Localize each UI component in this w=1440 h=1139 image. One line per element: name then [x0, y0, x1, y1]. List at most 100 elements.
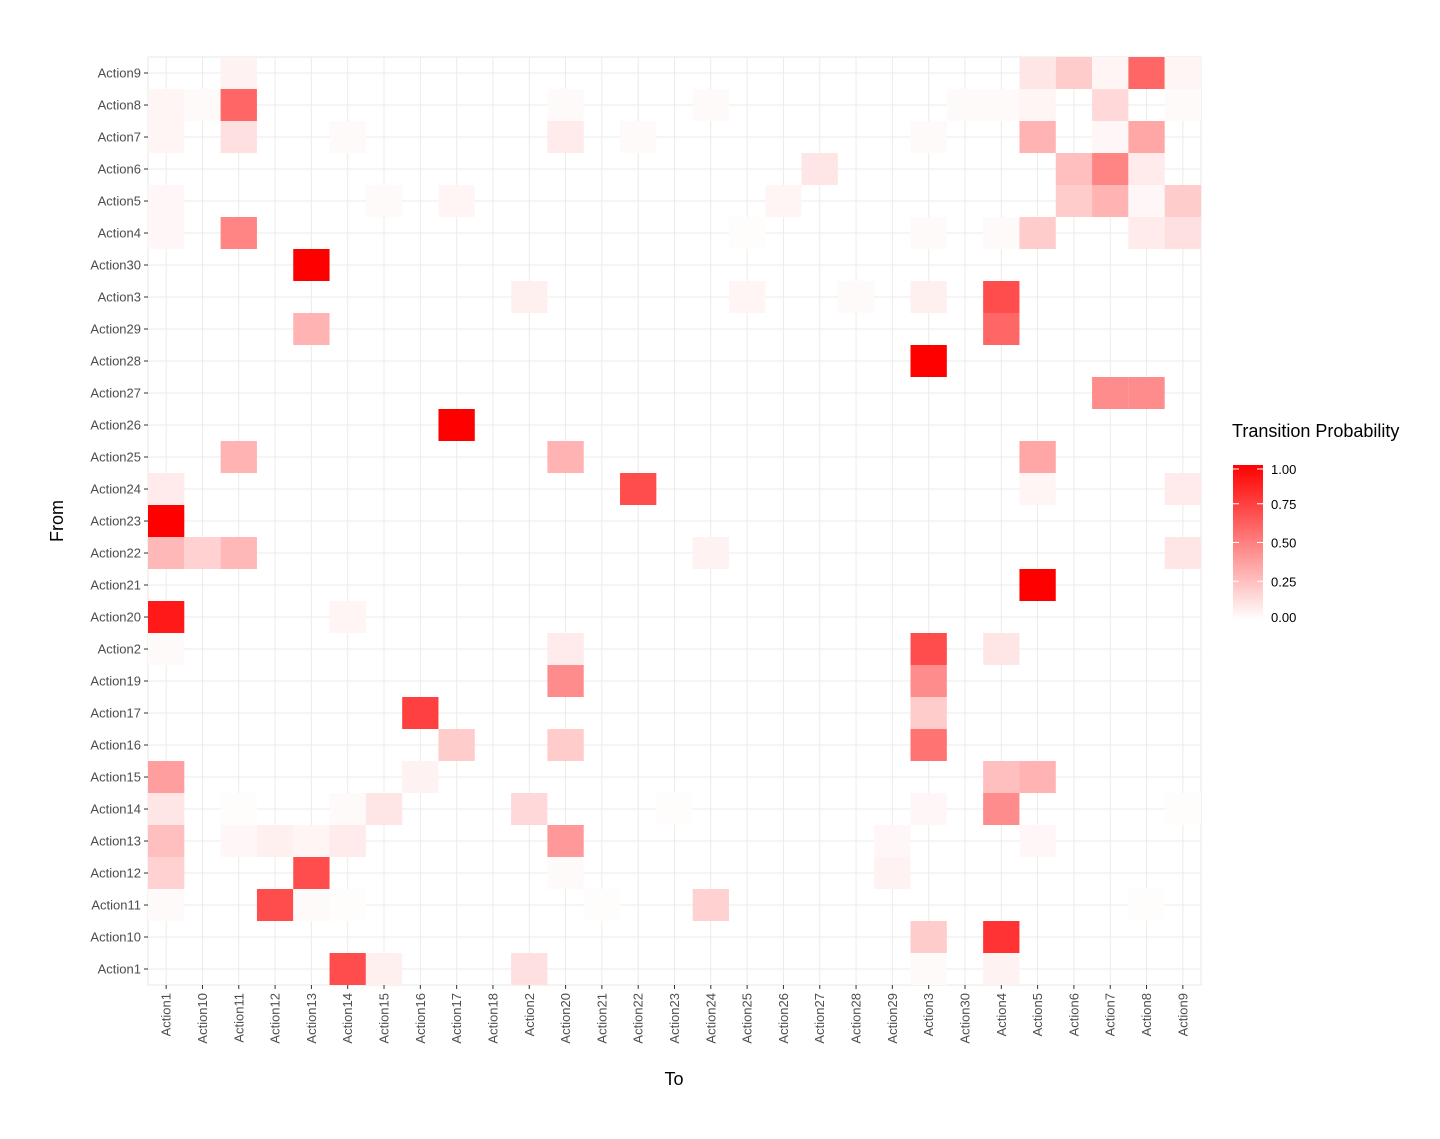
- heatmap-cell: [293, 857, 330, 889]
- heatmap-cell: [438, 409, 475, 441]
- heatmap-cell: [692, 889, 729, 921]
- heatmap-cell: [148, 793, 185, 825]
- y-tick-label: Action17: [90, 706, 141, 721]
- x-tick-label: Action24: [703, 993, 718, 1044]
- heatmap-cell: [692, 89, 729, 121]
- heatmap-cell: [1128, 377, 1165, 409]
- x-tick-label: Action17: [449, 993, 464, 1044]
- heatmap-cell: [256, 889, 294, 921]
- heatmap-cell: [801, 153, 838, 185]
- y-tick-label: Action11: [91, 898, 141, 913]
- heatmap-cell: [1164, 185, 1201, 217]
- heatmap-cell: [148, 537, 185, 569]
- heatmap-cell: [837, 281, 875, 313]
- legend-title: Transition Probability: [1232, 421, 1399, 441]
- heatmap-cell: [1019, 217, 1056, 249]
- heatmap-cell: [1019, 473, 1056, 505]
- heatmap-cell: [547, 665, 584, 697]
- y-tick-label: Action1: [98, 962, 141, 977]
- heatmap-cell: [148, 857, 185, 889]
- heatmap-cell: [293, 313, 330, 345]
- heatmap-cell: [1128, 889, 1165, 921]
- y-tick-label: Action2: [98, 642, 141, 657]
- heatmap-cell: [329, 953, 366, 985]
- y-tick-label: Action3: [98, 290, 141, 305]
- heatmap-cell: [438, 729, 475, 761]
- heatmap-cell: [983, 89, 1020, 121]
- x-axis-title: To: [664, 1069, 683, 1089]
- x-tick-label: Action2: [522, 993, 537, 1036]
- heatmap-cell: [148, 121, 185, 153]
- heatmap-cell: [983, 953, 1020, 985]
- heatmap-cell: [329, 825, 366, 857]
- y-tick-label: Action4: [98, 226, 141, 241]
- heatmap-cell: [365, 185, 403, 217]
- heatmap-cell: [620, 473, 657, 505]
- x-tick-label: Action9: [1175, 993, 1190, 1036]
- heatmap-cell: [983, 921, 1020, 953]
- x-tick-label: Action23: [667, 993, 682, 1044]
- x-tick-label: Action14: [340, 993, 355, 1044]
- heatmap-cell: [547, 633, 584, 665]
- y-tick-label: Action19: [90, 674, 141, 689]
- x-tick-label: Action5: [1030, 993, 1045, 1036]
- y-tick-label: Action9: [98, 66, 141, 81]
- heatmap-cell: [220, 89, 257, 121]
- x-tick-label: Action1: [159, 993, 174, 1036]
- x-tick-label: Action29: [885, 993, 900, 1044]
- heatmap-cell: [1019, 825, 1056, 857]
- heatmap-cell: [1019, 89, 1056, 121]
- x-tick-label: Action4: [994, 993, 1009, 1036]
- heatmap-cell: [910, 921, 947, 953]
- legend-tick-label: 0.50: [1271, 536, 1296, 551]
- heatmap-cell: [1128, 153, 1165, 185]
- heatmap-cell: [511, 281, 548, 313]
- heatmap-cells: [148, 57, 1201, 985]
- heatmap-cell: [365, 793, 403, 825]
- heatmap-cell: [1019, 121, 1056, 153]
- y-tick-label: Action15: [90, 770, 141, 785]
- y-tick-label: Action6: [98, 162, 141, 177]
- legend-ticks: 1.00 0.75 0.50 0.25 0.00: [1233, 462, 1296, 625]
- heatmap-cell: [1092, 57, 1129, 89]
- heatmap-cell: [220, 217, 257, 249]
- heatmap-cell: [1092, 377, 1129, 409]
- x-tick-label: Action8: [1139, 993, 1154, 1036]
- heatmap-cell: [1128, 121, 1165, 153]
- heatmap-cell: [910, 633, 947, 665]
- heatmap-cell: [148, 217, 185, 249]
- y-tick-label: Action20: [90, 610, 141, 625]
- heatmap-cell: [438, 185, 475, 217]
- heatmap-cell: [293, 825, 330, 857]
- heatmap-cell: [1019, 761, 1056, 793]
- heatmap-cell: [983, 633, 1020, 665]
- y-tick-label: Action27: [90, 386, 141, 401]
- x-tick-label: Action13: [304, 993, 319, 1044]
- y-tick-label: Action22: [90, 546, 141, 561]
- x-tick-label: Action12: [268, 993, 283, 1044]
- heatmap-cell: [983, 313, 1020, 345]
- heatmap-cell: [1092, 153, 1129, 185]
- heatmap-cell: [293, 889, 330, 921]
- heatmap-cell: [1055, 185, 1093, 217]
- y-tick-label: Action29: [90, 322, 141, 337]
- x-tick-label: Action6: [1066, 993, 1081, 1036]
- heatmap-cell: [547, 857, 584, 889]
- heatmap-cell: [148, 601, 185, 633]
- y-tick-label: Action30: [90, 258, 141, 273]
- y-tick-label: Action8: [98, 98, 141, 113]
- heatmap-cell: [220, 537, 257, 569]
- heatmap-cell: [547, 121, 584, 153]
- heatmap-cell: [1164, 793, 1201, 825]
- heatmap-cell: [1164, 473, 1201, 505]
- heatmap-cell: [1055, 57, 1093, 89]
- x-tick-label: Action22: [631, 993, 646, 1044]
- heatmap-cell: [148, 825, 185, 857]
- heatmap-cell: [547, 441, 584, 473]
- heatmap-cell: [1019, 441, 1056, 473]
- heatmap-cell: [765, 185, 802, 217]
- legend-tick-label: 1.00: [1271, 462, 1296, 477]
- heatmap-cell: [874, 825, 911, 857]
- heatmap-cell: [1164, 57, 1201, 89]
- heatmap-cell: [983, 217, 1020, 249]
